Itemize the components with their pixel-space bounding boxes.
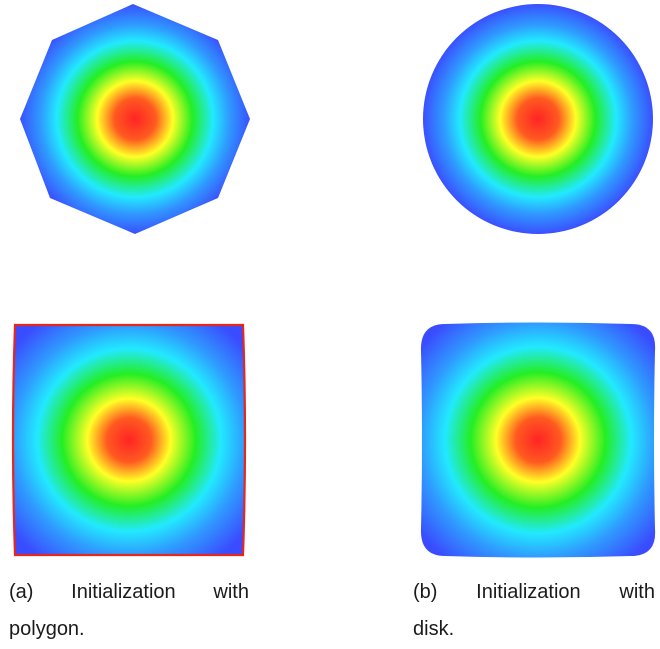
rounded-square-shape — [420, 322, 656, 558]
caption-a-word2: with — [213, 581, 249, 603]
square-shape — [11, 323, 247, 557]
panel-a-top-octagon — [18, 2, 252, 236]
panel-b-top-disk — [421, 2, 655, 236]
caption-b-word1: Initialization — [476, 581, 581, 603]
caption-b-line2: disk. — [413, 618, 455, 640]
caption-a-word1: Initialization — [71, 581, 176, 603]
caption-a-label: (a) — [9, 581, 34, 603]
panel-b-bottom-rounded-square — [417, 321, 659, 559]
disk-shape — [423, 4, 653, 234]
panel-a-bottom-square — [9, 321, 249, 559]
caption-b-label: (b) — [413, 581, 438, 603]
caption-b: (b) Initialization with disk. — [413, 574, 655, 648]
caption-a-line2: polygon. — [9, 618, 85, 640]
caption-b-word2: with — [619, 581, 655, 603]
octagon-shape — [20, 4, 250, 234]
caption-a: (a) Initialization with polygon. — [9, 574, 249, 648]
